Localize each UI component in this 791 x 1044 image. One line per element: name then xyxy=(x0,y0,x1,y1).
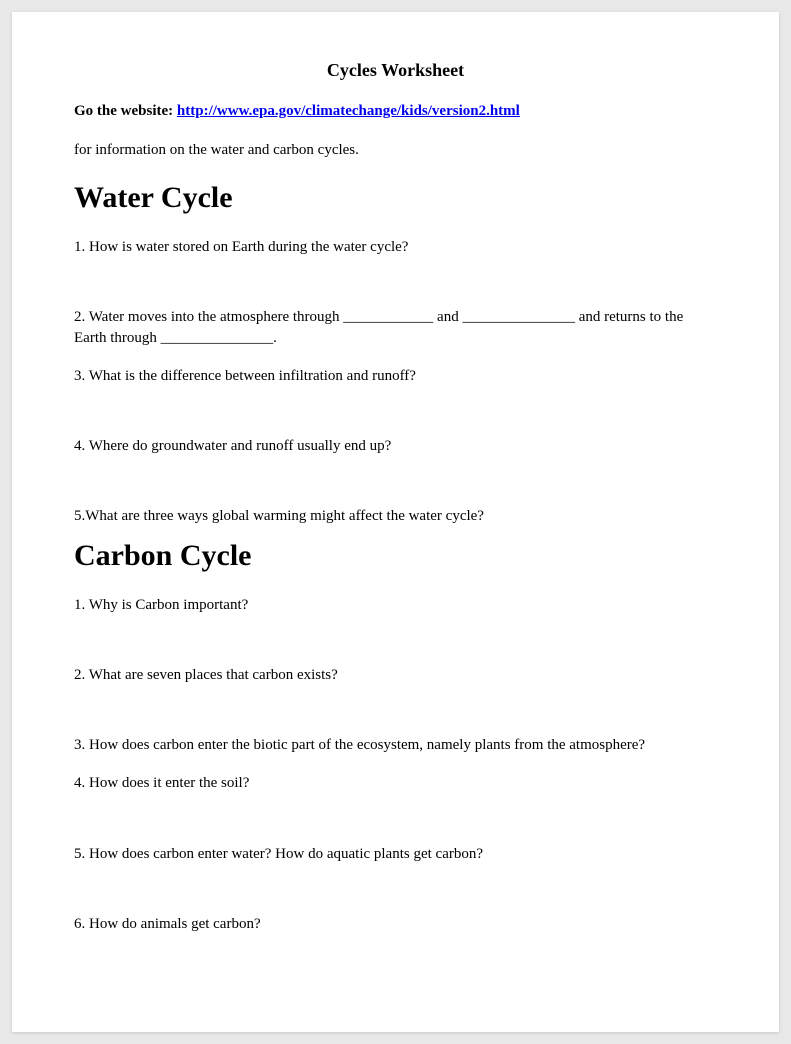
water-q4: 4. Where do groundwater and runoff usual… xyxy=(74,436,717,456)
section-heading-carbon: Carbon Cycle xyxy=(74,539,717,573)
worksheet-page: Cycles Worksheet Go the website: http://… xyxy=(12,12,779,1032)
carbon-q2: 2. What are seven places that carbon exi… xyxy=(74,665,717,685)
reference-link[interactable]: http://www.epa.gov/climatechange/kids/ve… xyxy=(177,103,520,119)
intro-lead: Go the website: xyxy=(74,103,177,119)
water-q5: 5.What are three ways global warming mig… xyxy=(74,506,717,526)
carbon-q4: 4. How does it enter the soil? xyxy=(74,773,717,793)
carbon-q3: 3. How does carbon enter the biotic part… xyxy=(74,735,717,755)
water-q3: 3. What is the difference between infilt… xyxy=(74,366,717,386)
intro-subtext: for information on the water and carbon … xyxy=(74,142,717,159)
intro-website-line: Go the website: http://www.epa.gov/clima… xyxy=(74,103,717,120)
section-heading-water: Water Cycle xyxy=(74,181,717,215)
carbon-q5: 5. How does carbon enter water? How do a… xyxy=(74,844,717,864)
page-title: Cycles Worksheet xyxy=(74,60,717,81)
water-q2: 2. Water moves into the atmosphere throu… xyxy=(74,307,717,348)
water-q1: 1. How is water stored on Earth during t… xyxy=(74,237,717,257)
carbon-q6: 6. How do animals get carbon? xyxy=(74,914,717,934)
carbon-q1: 1. Why is Carbon important? xyxy=(74,595,717,615)
